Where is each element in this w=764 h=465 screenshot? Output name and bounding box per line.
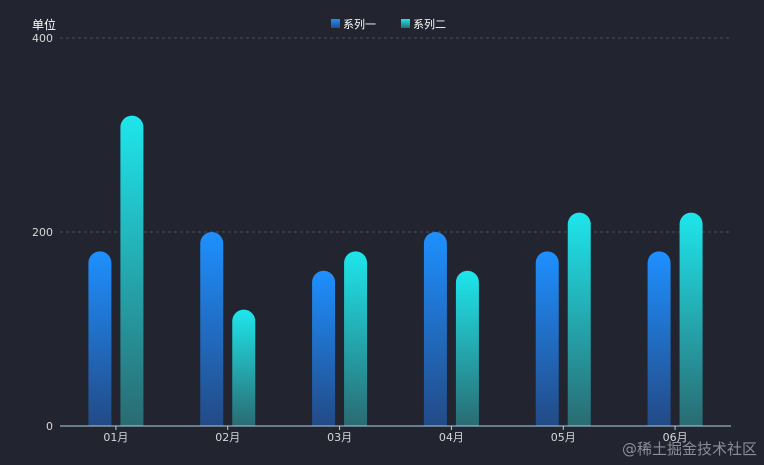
bar-series-1-1[interactable] xyxy=(88,251,112,426)
y-tick-label: 400 xyxy=(32,32,53,45)
bar-series-2-4[interactable] xyxy=(455,270,479,426)
x-tick-label: 05月 xyxy=(551,431,576,444)
y-tick-label: 0 xyxy=(46,420,53,433)
watermark: @稀土掘金技术社区 xyxy=(622,440,757,458)
legend-label: 系列一 xyxy=(343,17,376,31)
legend: 系列一 系列二 xyxy=(331,17,446,31)
legend-item-2[interactable]: 系列二 xyxy=(401,17,446,31)
x-axis-ticks: 01月 02月 03月 04月 05月 06月 xyxy=(103,426,688,444)
x-tick-label: 03月 xyxy=(327,431,352,444)
bar-series-1-5[interactable] xyxy=(535,251,559,426)
x-tick-label: 04月 xyxy=(439,431,464,444)
bar-series-2-5[interactable] xyxy=(567,212,591,426)
bar-series-1-6[interactable] xyxy=(647,251,671,426)
legend-label: 系列二 xyxy=(413,17,446,31)
bar-series-2-1[interactable] xyxy=(120,115,144,427)
x-tick-label: 02月 xyxy=(215,431,240,444)
y-axis-ticks: 0 200 400 xyxy=(32,32,53,433)
legend-item-1[interactable]: 系列一 xyxy=(331,17,376,31)
y-axis-unit-label: 单位 xyxy=(32,17,56,32)
y-tick-label: 200 xyxy=(32,226,53,239)
legend-swatch xyxy=(401,19,410,28)
x-tick-label: 01月 xyxy=(103,431,128,444)
legend-swatch xyxy=(331,19,340,28)
bar-series-2-3[interactable] xyxy=(344,251,368,426)
bar-series-1-3[interactable] xyxy=(312,270,336,426)
x-tick-label: 06月 xyxy=(663,431,688,444)
bar-series-1-4[interactable] xyxy=(423,232,447,426)
grid-lines xyxy=(60,37,731,233)
bar-series-2-2[interactable] xyxy=(232,309,256,426)
bar-series-2-6[interactable] xyxy=(679,212,703,426)
bar-series-1-2[interactable] xyxy=(200,232,224,426)
bars xyxy=(88,115,703,427)
